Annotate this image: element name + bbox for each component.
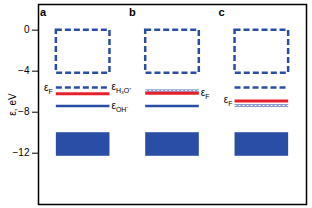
- svg-text:−4: −4: [18, 65, 30, 76]
- svg-text:c: c: [219, 6, 225, 18]
- svg-text:εH₃O⁺: εH₃O⁺: [111, 81, 132, 94]
- svg-text:b: b: [129, 6, 136, 18]
- svg-text:−12: −12: [13, 147, 30, 158]
- svg-text:εOH⁻: εOH⁻: [111, 100, 129, 113]
- svg-text:εF: εF: [224, 94, 233, 107]
- svg-text:εF: εF: [201, 87, 210, 100]
- svg-text:0: 0: [24, 24, 30, 35]
- svg-text:a: a: [40, 6, 47, 18]
- svg-text:−8: −8: [18, 106, 30, 117]
- svg-text:εF: εF: [44, 82, 53, 95]
- svg-text:ε, eV: ε, eV: [7, 93, 18, 116]
